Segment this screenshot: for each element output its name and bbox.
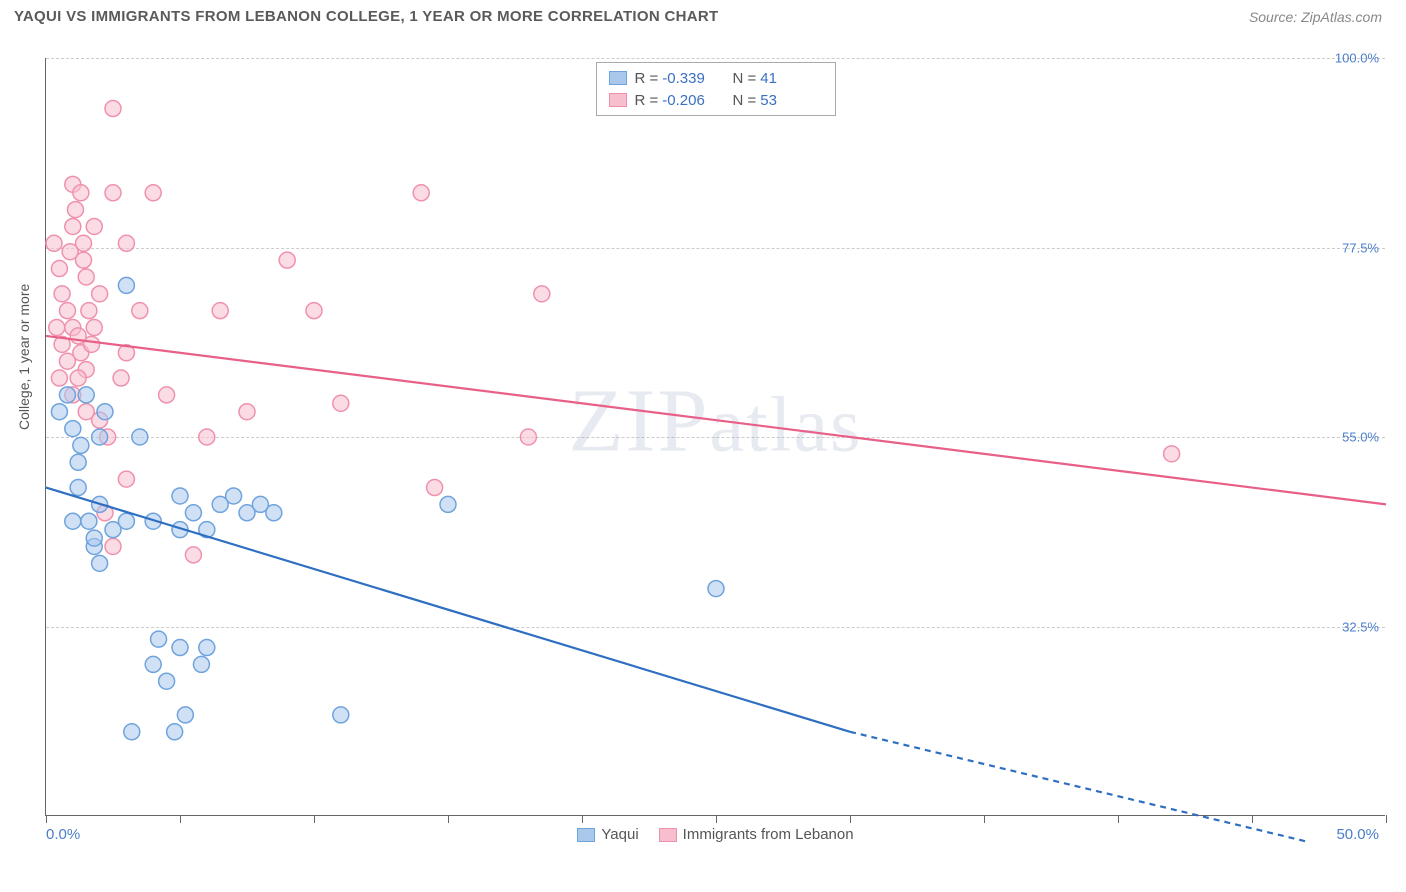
legend-row-a: R = -0.339 N = 41 <box>609 67 823 89</box>
data-point <box>113 370 129 386</box>
data-point <box>70 480 86 496</box>
data-point <box>199 429 215 445</box>
data-point <box>62 244 78 260</box>
data-point <box>73 437 89 453</box>
data-point <box>226 488 242 504</box>
n-value-a: 41 <box>760 70 777 87</box>
data-point <box>159 673 175 689</box>
x-tick-label: 0.0% <box>46 826 80 843</box>
data-point <box>51 261 67 277</box>
data-point <box>65 421 81 437</box>
data-point <box>177 707 193 723</box>
data-point <box>67 202 83 218</box>
data-point <box>279 252 295 268</box>
data-point <box>97 404 113 420</box>
data-point <box>81 513 97 529</box>
data-point <box>49 320 65 336</box>
r-value-a: -0.339 <box>662 70 705 87</box>
regression-line <box>850 732 1306 841</box>
data-point <box>65 218 81 234</box>
data-point <box>81 303 97 319</box>
data-point <box>86 320 102 336</box>
data-point <box>59 353 75 369</box>
data-point <box>86 218 102 234</box>
legend-row-b: R = -0.206 N = 53 <box>609 89 823 111</box>
legend-item-b: Immigrants from Lebanon <box>659 826 854 843</box>
data-point <box>105 185 121 201</box>
chart-source: Source: ZipAtlas.com <box>1249 9 1382 25</box>
data-point <box>118 235 134 251</box>
data-point <box>427 480 443 496</box>
data-point <box>92 555 108 571</box>
data-point <box>132 303 148 319</box>
data-point <box>708 581 724 597</box>
correlation-legend: R = -0.339 N = 41 R = -0.206 N = 53 <box>596 62 836 116</box>
data-point <box>413 185 429 201</box>
data-point <box>92 286 108 302</box>
data-point <box>105 101 121 117</box>
data-point <box>333 707 349 723</box>
x-tick-label: 50.0% <box>1336 826 1379 843</box>
data-point <box>159 387 175 403</box>
legend-swatch-a-bottom <box>577 828 595 842</box>
data-point <box>51 370 67 386</box>
data-point <box>151 631 167 647</box>
data-point <box>193 656 209 672</box>
data-point <box>84 336 100 352</box>
legend-swatch-a <box>609 71 627 85</box>
data-point <box>54 286 70 302</box>
legend-swatch-b <box>609 93 627 107</box>
data-point <box>440 496 456 512</box>
data-point <box>105 538 121 554</box>
data-point <box>65 513 81 529</box>
series-legend: Yaqui Immigrants from Lebanon <box>46 826 1385 843</box>
plot-area: ZIPatlas R = -0.339 N = 41 R = -0.206 N … <box>45 58 1385 816</box>
y-axis-title: College, 1 year or more <box>16 284 32 430</box>
data-point <box>118 277 134 293</box>
legend-item-a: Yaqui <box>577 826 638 843</box>
data-point <box>118 513 134 529</box>
data-point <box>212 303 228 319</box>
data-point <box>172 488 188 504</box>
data-point <box>73 185 89 201</box>
data-point <box>51 404 67 420</box>
data-point <box>132 429 148 445</box>
data-point <box>46 235 62 251</box>
data-point <box>59 303 75 319</box>
data-point <box>185 505 201 521</box>
data-point <box>70 370 86 386</box>
chart-title: YAQUI VS IMMIGRANTS FROM LEBANON COLLEGE… <box>14 8 718 25</box>
scatter-svg <box>46 58 1385 815</box>
n-value-b: 53 <box>760 92 777 109</box>
legend-label-b: Immigrants from Lebanon <box>683 826 854 843</box>
data-point <box>145 185 161 201</box>
data-point <box>78 269 94 285</box>
data-point <box>172 640 188 656</box>
data-point <box>534 286 550 302</box>
data-point <box>59 387 75 403</box>
data-point <box>70 454 86 470</box>
data-point <box>145 656 161 672</box>
data-point <box>333 395 349 411</box>
data-point <box>86 530 102 546</box>
r-value-b: -0.206 <box>662 92 705 109</box>
data-point <box>239 404 255 420</box>
data-point <box>1164 446 1180 462</box>
data-point <box>520 429 536 445</box>
data-point <box>118 471 134 487</box>
data-point <box>306 303 322 319</box>
data-point <box>185 547 201 563</box>
legend-label-a: Yaqui <box>601 826 638 843</box>
data-point <box>199 640 215 656</box>
data-point <box>124 724 140 740</box>
data-point <box>78 387 94 403</box>
regression-line <box>46 488 850 732</box>
data-point <box>167 724 183 740</box>
data-point <box>92 429 108 445</box>
data-point <box>266 505 282 521</box>
legend-swatch-b-bottom <box>659 828 677 842</box>
